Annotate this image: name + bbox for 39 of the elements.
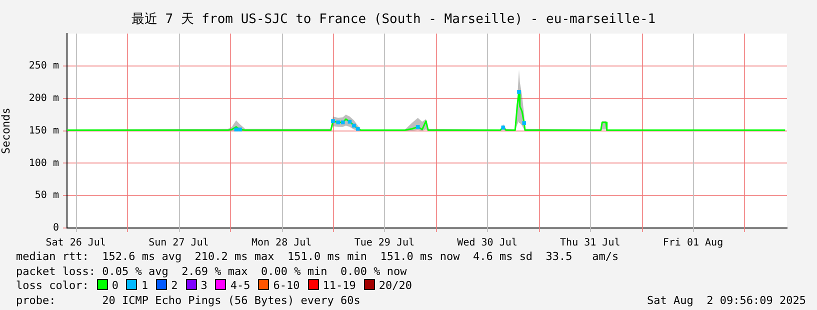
legend-title: loss color: <box>16 279 89 292</box>
text: median rtt: 152.6 ms avg 210.2 ms max 151.0 ms min 151.0 ms now 4.6 ms sd 33.5 am/s <box>16 250 620 264</box>
legend-label: 6-10 <box>273 279 300 292</box>
legend-label: 2 <box>171 279 178 292</box>
x-tick-label: Fri 01 Aug <box>662 238 724 249</box>
point <box>522 121 526 125</box>
legend-label: 0 <box>112 279 118 292</box>
x-tick-label: Tue 29 Jul <box>354 238 415 249</box>
legend-label: 1 <box>141 279 148 292</box>
point <box>238 128 242 132</box>
text: probe: 20 ICMP Echo Pings (56 Bytes) every 60s <box>16 294 360 306</box>
text: Sat Aug 2 09:56:09 2025 <box>647 294 806 308</box>
point <box>356 126 360 131</box>
point <box>336 120 340 124</box>
y-tick-label: 100 m <box>28 158 59 169</box>
y-tick-label: 0 <box>52 222 59 234</box>
legend-label: 20/20 <box>378 279 412 292</box>
x-tick-label: Thu 31 Jul <box>560 238 620 249</box>
point <box>352 124 356 128</box>
y-tick-label: 150 m <box>28 125 59 136</box>
y-tick-label: 250 m <box>28 60 59 72</box>
legend-label: 11-19 <box>322 279 356 292</box>
y-axis-title: Seconds <box>0 108 12 154</box>
legend-label: 3 <box>200 279 208 292</box>
text: packet loss: 0.05 % avg 2.69 % max 0.00 % min 0.00 % now <box>16 264 408 279</box>
y-tick-label: 50 m <box>34 190 59 202</box>
point <box>517 90 521 94</box>
point <box>501 126 506 130</box>
x-tick-label: Mon 28 Jul <box>251 238 312 249</box>
chart-title: 最近 7 天 from US-SJC to France (South - Marseille) - eu-marseille-1 <box>131 12 656 28</box>
point <box>234 128 238 132</box>
x-tick-label: Sun 27 Jul <box>148 238 209 249</box>
point <box>331 119 335 123</box>
x-tick-label: Wed 30 Jul <box>457 238 518 249</box>
y-tick-label: 200 m <box>28 92 59 104</box>
point <box>416 125 420 129</box>
point <box>340 120 345 124</box>
x-tick-label: Sat 26 Jul <box>46 238 106 249</box>
legend-label: 4-5 <box>230 279 250 292</box>
